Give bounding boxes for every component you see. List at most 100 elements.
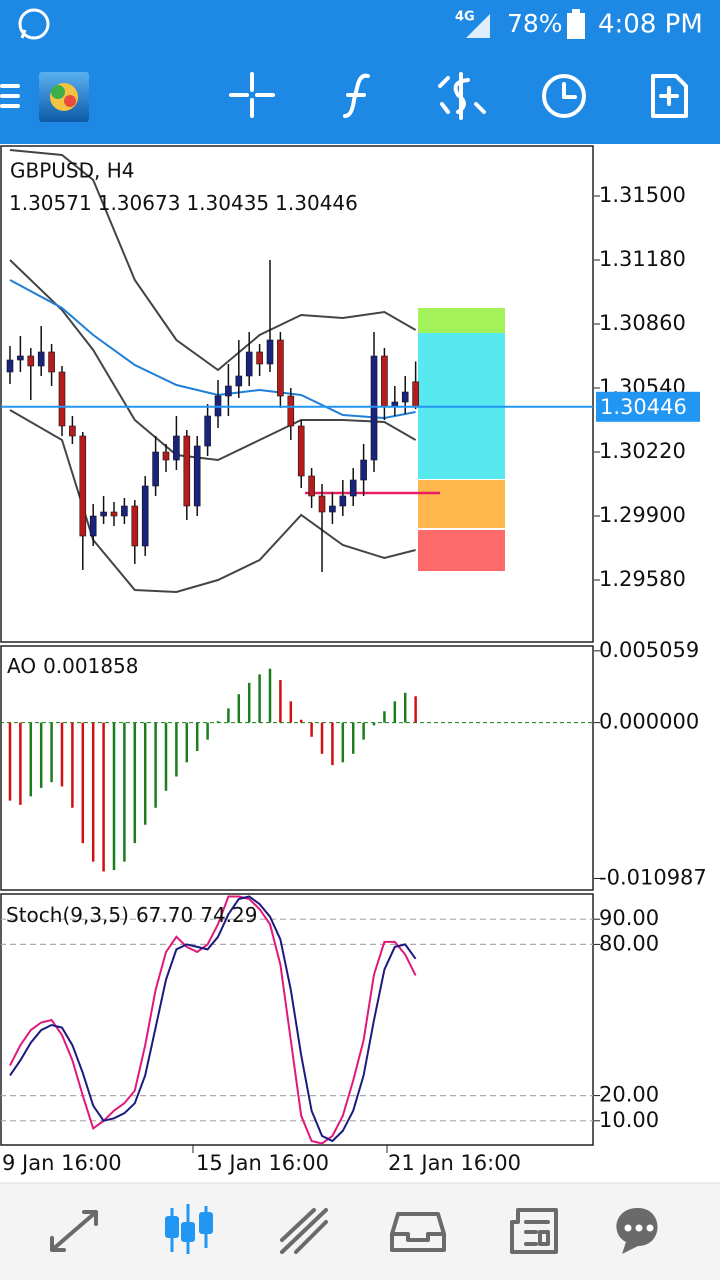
y-tick-label: 90.00 [599,906,659,930]
ao-plot [1,668,593,872]
candle-body [27,355,35,367]
candle-body [329,505,336,513]
chart-area [0,144,720,1184]
app-bar [0,0,720,144]
indicator-line [9,149,417,372]
y-tick-label: 20.00 [599,1083,659,1107]
y-tick-label: 0.005059 [599,638,699,662]
axes: 1.315001.311801.308601.305401.302201.299… [594,183,707,1132]
candle-body [121,505,128,517]
y-tick-label: 1.29580 [599,567,686,591]
candle-body [110,511,118,517]
network-type: 4G [455,10,475,25]
history-tab[interactable] [390,1212,446,1252]
battery-level: 78% [507,9,563,38]
high-label: 1.30673 [98,191,181,215]
candle-body [308,475,315,497]
signal-icon [466,14,490,38]
trade-button[interactable] [438,72,486,120]
stoch-line [9,895,417,1144]
candle-body [141,485,149,547]
ao-header: AO 0.001858 [7,654,139,678]
time-label: 21 Jan 16:00 [388,1151,521,1175]
indicators-button[interactable] [343,73,370,118]
candle-body [131,505,139,547]
close-label: 1.30446 [275,191,358,215]
candle-body [100,511,107,517]
crosshair-button[interactable] [229,72,275,118]
time-label: 15 Jan 16:00 [196,1151,329,1175]
candle-body [17,355,24,361]
app-logo[interactable] [39,72,89,122]
candle-body [277,339,284,397]
candle-body [370,355,378,461]
candle-body [58,371,66,427]
candle-body [173,435,180,461]
candle-body [297,425,305,477]
open-label: 1.30571 [9,191,92,215]
candle-body [287,395,295,427]
news-tab[interactable] [510,1208,558,1254]
symbol-title: GBPUSD, H4 [10,159,135,183]
quotes-tab[interactable] [50,1210,98,1252]
chart-tab[interactable] [165,1204,213,1254]
current-price-box [596,391,700,422]
stoch-panel [0,893,594,1146]
stoch-main-value: 67.70 [136,903,193,927]
y-tick-label: 1.29900 [599,503,686,527]
y-tick-label: 1.31500 [599,183,686,207]
candle-body [152,451,159,487]
stoch-signal-value: 74.29 [200,903,257,927]
indicator-line [9,259,417,462]
stop-loss-zone [418,530,505,571]
candle-body [225,385,232,397]
candle-body [401,391,409,403]
ao-title: AO [7,654,36,678]
candle-body [360,459,367,481]
plot-layers: 1.315001.311801.308601.305401.302201.299… [1,149,707,1144]
price-panel [0,145,594,643]
candle-body [89,515,97,537]
loss-zone [418,480,505,528]
candle-body [37,351,45,367]
candle-body [318,495,326,513]
y-tick-label: 10.00 [599,1108,659,1132]
low-label: 1.30435 [186,191,269,215]
candle-body [193,445,201,507]
candle-body [79,435,87,537]
candle-body [339,495,347,507]
candle-body [256,351,263,365]
battery-icon [567,9,585,39]
price-plot [1,149,593,594]
whatsapp-icon [18,8,50,40]
stoch-plot [1,895,593,1144]
ao-value: 0.001858 [43,654,138,678]
history-button[interactable] [542,74,586,118]
ao-panel [0,645,594,891]
current-price-label: 1.30446 [600,395,687,419]
new-order-button[interactable] [651,74,688,118]
candle-body [235,375,243,387]
y-tick-label: 1.31180 [599,247,686,271]
bottom-nav [0,1183,720,1280]
ohlc-header: 1.30571 1.30673 1.30435 1.30446 [9,191,358,215]
stoch-header: Stoch(9,3,5) 67.70 74.29 [6,903,257,927]
take-profit-zone [418,308,505,333]
candle-body [69,425,76,437]
candle-body [6,359,14,373]
menu-button[interactable] [0,84,20,108]
candle-body [183,435,191,507]
candle-body [381,355,388,407]
candle-body [266,339,274,365]
candle-body [162,451,170,461]
y-tick-label: 1.30860 [599,311,686,335]
candle-body [412,381,419,408]
candle-body [391,401,399,407]
trade-tab[interactable] [280,1208,328,1254]
time-label: 9 Jan 16:00 [2,1151,122,1175]
chat-tab[interactable] [616,1208,658,1254]
y-tick-label: 1.30220 [599,439,686,463]
candle-body [349,479,357,497]
